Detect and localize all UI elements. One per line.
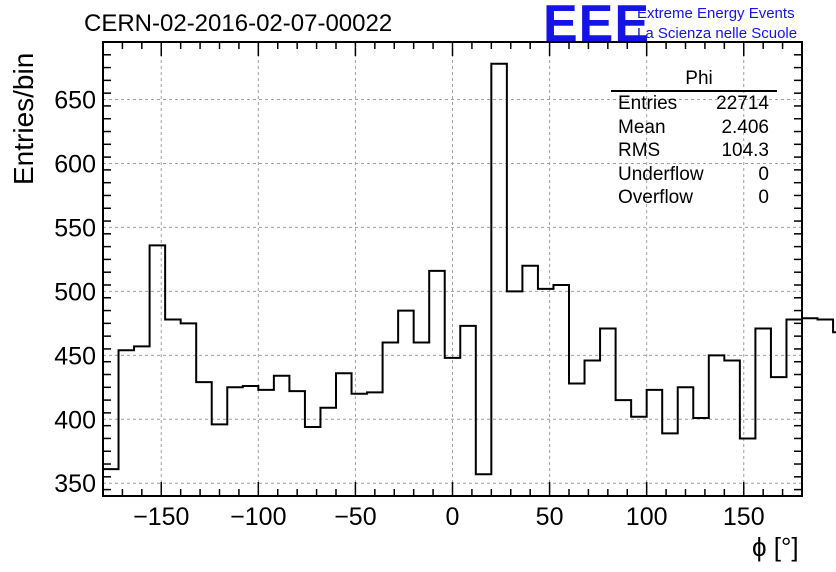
- stats-row: Overflow 0: [611, 186, 777, 210]
- stats-label: RMS: [618, 140, 661, 161]
- x-tick-label: 150: [723, 503, 765, 531]
- y-tick-label: 650: [54, 87, 96, 115]
- logo-caption-line2: La Scienza nelle Scuole: [637, 25, 798, 42]
- y-axis-label: Entries/bin: [8, 52, 39, 185]
- histogram-outline: [103, 62, 836, 476]
- stats-box: Phi Entries 22714 Mean 2.406 RMS 104.3 Unde…: [611, 68, 777, 210]
- x-tick-label: −150: [133, 503, 189, 531]
- x-tick-label: 100: [626, 503, 668, 531]
- y-tick-label: 350: [54, 470, 96, 498]
- stats-row: Mean 2.406: [611, 116, 777, 140]
- y-tick-label: 550: [54, 214, 96, 242]
- stats-title: Phi: [611, 68, 777, 92]
- y-tick-label: 500: [54, 278, 96, 306]
- y-tick-label: 450: [54, 342, 96, 370]
- stats-value: 2.406: [721, 116, 769, 138]
- x-tick-label: −50: [334, 503, 376, 531]
- x-tick-label: 0: [446, 503, 460, 531]
- stats-label: Overflow: [618, 187, 693, 208]
- stats-row: Underflow 0: [611, 163, 777, 187]
- y-tick-label: 600: [54, 150, 96, 178]
- run-title: CERN-02-2016-02-07-00022: [84, 10, 393, 37]
- y-tick-label: 400: [54, 406, 96, 434]
- logo-caption-line1: Extreme Energy Events: [637, 5, 795, 22]
- stats-label: Entries: [618, 93, 678, 114]
- x-axis-label: ϕ [°]: [752, 532, 799, 562]
- stats-value: 0: [758, 163, 769, 185]
- stats-value: 22714: [716, 93, 769, 114]
- logo-caption: Extreme Energy Events La Scienza nelle S…: [637, 4, 797, 44]
- x-tick-label: 50: [536, 503, 564, 531]
- stats-value: 104.3: [721, 140, 769, 161]
- stats-row: RMS 104.3: [611, 139, 777, 163]
- x-tick-label: −100: [230, 503, 286, 531]
- stats-label: Underflow: [618, 163, 704, 185]
- stats-value: 0: [758, 187, 769, 208]
- stats-label: Mean: [618, 116, 666, 138]
- stats-row: Entries 22714: [611, 92, 777, 116]
